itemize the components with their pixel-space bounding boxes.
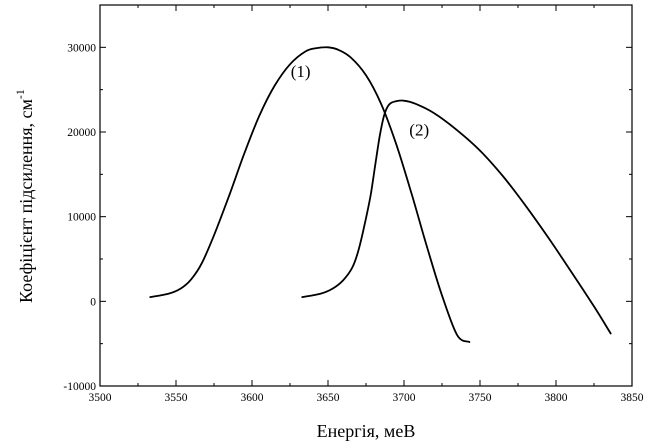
x-tick-label: 3550	[165, 392, 188, 404]
y-axis-title: Коефіцієнт підсилення, см-1	[13, 89, 36, 303]
plot-frame	[99, 4, 633, 387]
y-tick-label: 10000	[67, 212, 96, 224]
x-tick-label: 3800	[545, 392, 568, 404]
x-tick-label: 3650	[317, 392, 340, 404]
x-tick-label: 3500	[89, 392, 112, 404]
curve-label-2: (2)	[409, 120, 429, 139]
x-axis-title: Енергія, меВ	[317, 421, 416, 441]
curve-1	[149, 46, 471, 343]
y-axis-title-superscript: -1	[13, 89, 27, 99]
curve-annotations: (1) (2)	[291, 62, 429, 139]
y-axis: -10000 0 10000 20000 30000	[63, 42, 632, 393]
curves	[149, 46, 612, 343]
curve-label-1: (1)	[291, 62, 311, 81]
x-tick-label: 3600	[241, 392, 264, 404]
y-axis-title-group: Коефіцієнт підсилення, см-1	[13, 89, 36, 303]
y-tick-label: 0	[90, 296, 96, 308]
x-axis: 3500 3550 3600 3650 3700 3750 3800 3850	[89, 5, 644, 404]
y-tick-label: -10000	[63, 381, 96, 393]
x-tick-label: 3750	[469, 392, 492, 404]
x-tick-label: 3850	[621, 392, 644, 404]
y-axis-title-main: Коефіцієнт підсилення, см	[16, 99, 36, 303]
x-tick-label: 3700	[393, 392, 416, 404]
y-tick-label: 30000	[67, 42, 96, 54]
curve-2	[301, 99, 612, 335]
y-tick-label: 20000	[67, 127, 96, 139]
